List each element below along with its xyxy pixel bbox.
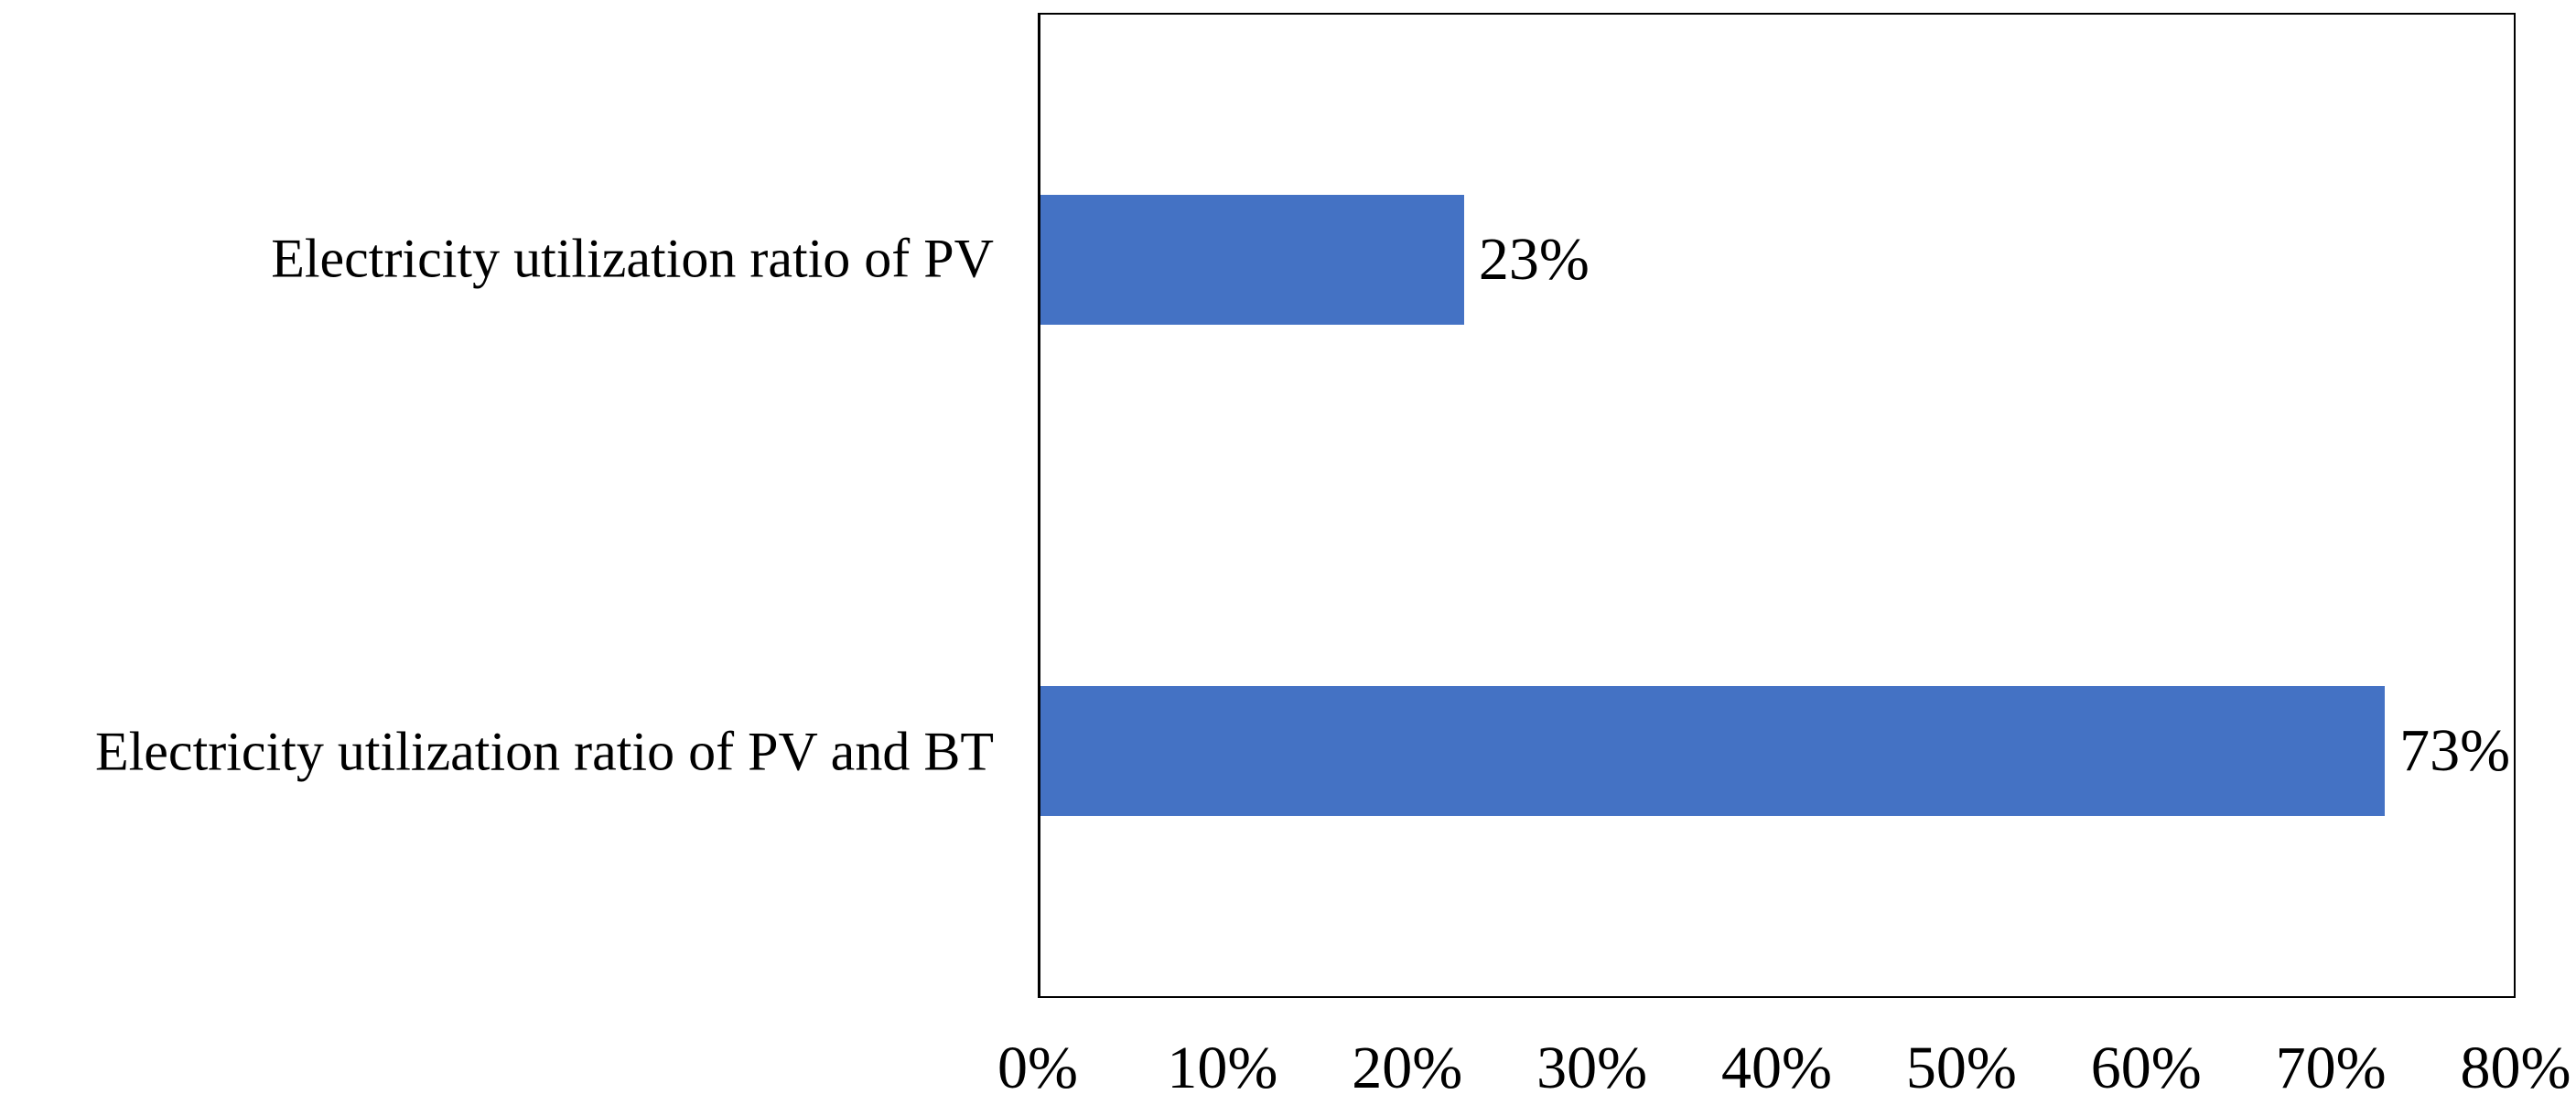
x-tick-label: 10%: [1167, 1035, 1278, 1101]
bar-row: 73%: [1040, 685, 2514, 816]
x-tick-label: 60%: [2090, 1035, 2202, 1101]
x-tick-label: 40%: [1721, 1035, 1832, 1101]
category-axis-labels: Electricity utilization ratio of PV Elect…: [0, 13, 1038, 998]
plot-area: 23% 73%: [1038, 13, 2516, 998]
bar: [1040, 685, 2386, 816]
x-tick-label: 0%: [997, 1035, 1078, 1101]
x-axis: 0% 10% 20% 30% 40% 50% 60% 70% 80%: [997, 998, 2571, 1101]
bar-row: 23%: [1040, 195, 2514, 326]
x-tick-label: 80%: [2460, 1035, 2571, 1101]
x-tick-label: 30%: [1536, 1035, 1648, 1101]
x-tick-label: 50%: [1905, 1035, 2017, 1101]
x-tick-label: 70%: [2275, 1035, 2387, 1101]
bar: [1040, 195, 1464, 326]
category-label: Electricity utilization ratio of PV: [271, 228, 994, 289]
category-label: Electricity utilization ratio of PV and …: [94, 721, 994, 782]
x-tick-label: 20%: [1352, 1035, 1463, 1101]
bar-value-label: 23%: [1478, 226, 1590, 294]
bar-value-label: 73%: [2399, 716, 2511, 784]
